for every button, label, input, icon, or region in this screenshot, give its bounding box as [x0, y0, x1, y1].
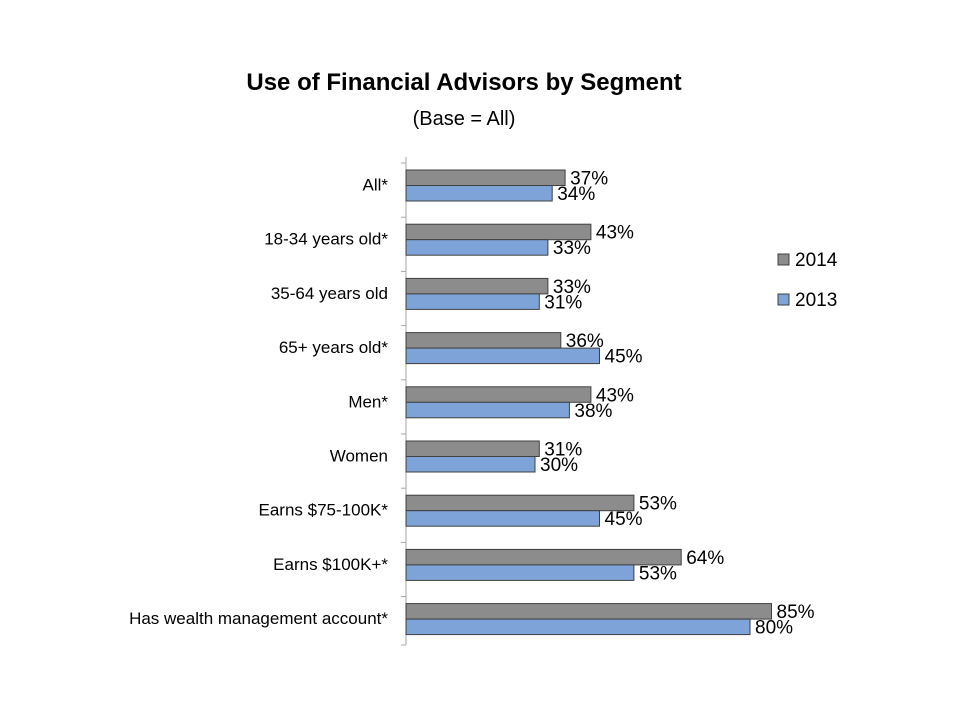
- category-label: Men*: [348, 392, 388, 411]
- data-label: 38%: [574, 401, 612, 422]
- data-label: 64%: [686, 548, 724, 569]
- plot-area: All* 37%34%18-34 years old* 43%33%35-64 ye…: [129, 157, 815, 646]
- bar-2014: [405, 277, 549, 295]
- bar-2014: [405, 440, 540, 457]
- category-label: All*: [362, 176, 388, 195]
- bar-2013: [405, 239, 549, 256]
- data-label: 31%: [544, 292, 582, 313]
- data-label: 85%: [777, 602, 815, 623]
- data-label: 33%: [553, 238, 591, 259]
- data-label: 37%: [570, 169, 608, 190]
- category-label: 65+ years old*: [279, 338, 389, 357]
- chart-subtitle: (Base = All): [413, 108, 516, 130]
- category-label: Earns $75-100K*: [259, 501, 389, 520]
- category-label: 35-64 years old: [271, 284, 388, 303]
- data-label: 30%: [540, 455, 578, 476]
- bar-2014: [405, 603, 772, 620]
- bar-2014: [405, 494, 635, 512]
- bar-2014: [405, 386, 592, 403]
- data-label: 43%: [596, 385, 634, 406]
- chart-title: Use of Financial Advisors by Segment: [246, 69, 681, 96]
- bar-2014: [405, 332, 562, 349]
- category-label: 18-34 years old*: [264, 230, 388, 249]
- bar-2013: [405, 293, 540, 310]
- data-label: 34%: [557, 184, 595, 205]
- data-label: 45%: [605, 509, 643, 530]
- data-label: 36%: [566, 331, 604, 352]
- data-label: 53%: [639, 494, 677, 515]
- legend-swatch-2013: [777, 293, 790, 306]
- bar-2013: [405, 564, 635, 581]
- legend-label: 2014: [795, 250, 838, 271]
- category-label: Women: [330, 447, 388, 466]
- bar-2013: [405, 510, 600, 527]
- data-label: 80%: [755, 618, 793, 639]
- legend-swatch-2014: [777, 253, 790, 266]
- legend-label: 2013: [795, 290, 837, 311]
- data-label: 45%: [605, 347, 643, 368]
- category-label: Has wealth management account*: [129, 609, 388, 628]
- data-label: 43%: [596, 223, 634, 244]
- data-label: 31%: [544, 440, 582, 461]
- bar-2013: [405, 618, 751, 636]
- legend: 2014 2013: [777, 250, 838, 311]
- bar-2013: [405, 456, 536, 473]
- data-label: 33%: [553, 277, 591, 298]
- bar-2014: [405, 169, 566, 186]
- bar-2013: [405, 347, 600, 365]
- bar-2013: [405, 185, 553, 202]
- bar-2013: [405, 401, 570, 419]
- category-label: Earns $100K+*: [273, 555, 388, 574]
- data-label: 53%: [639, 563, 677, 584]
